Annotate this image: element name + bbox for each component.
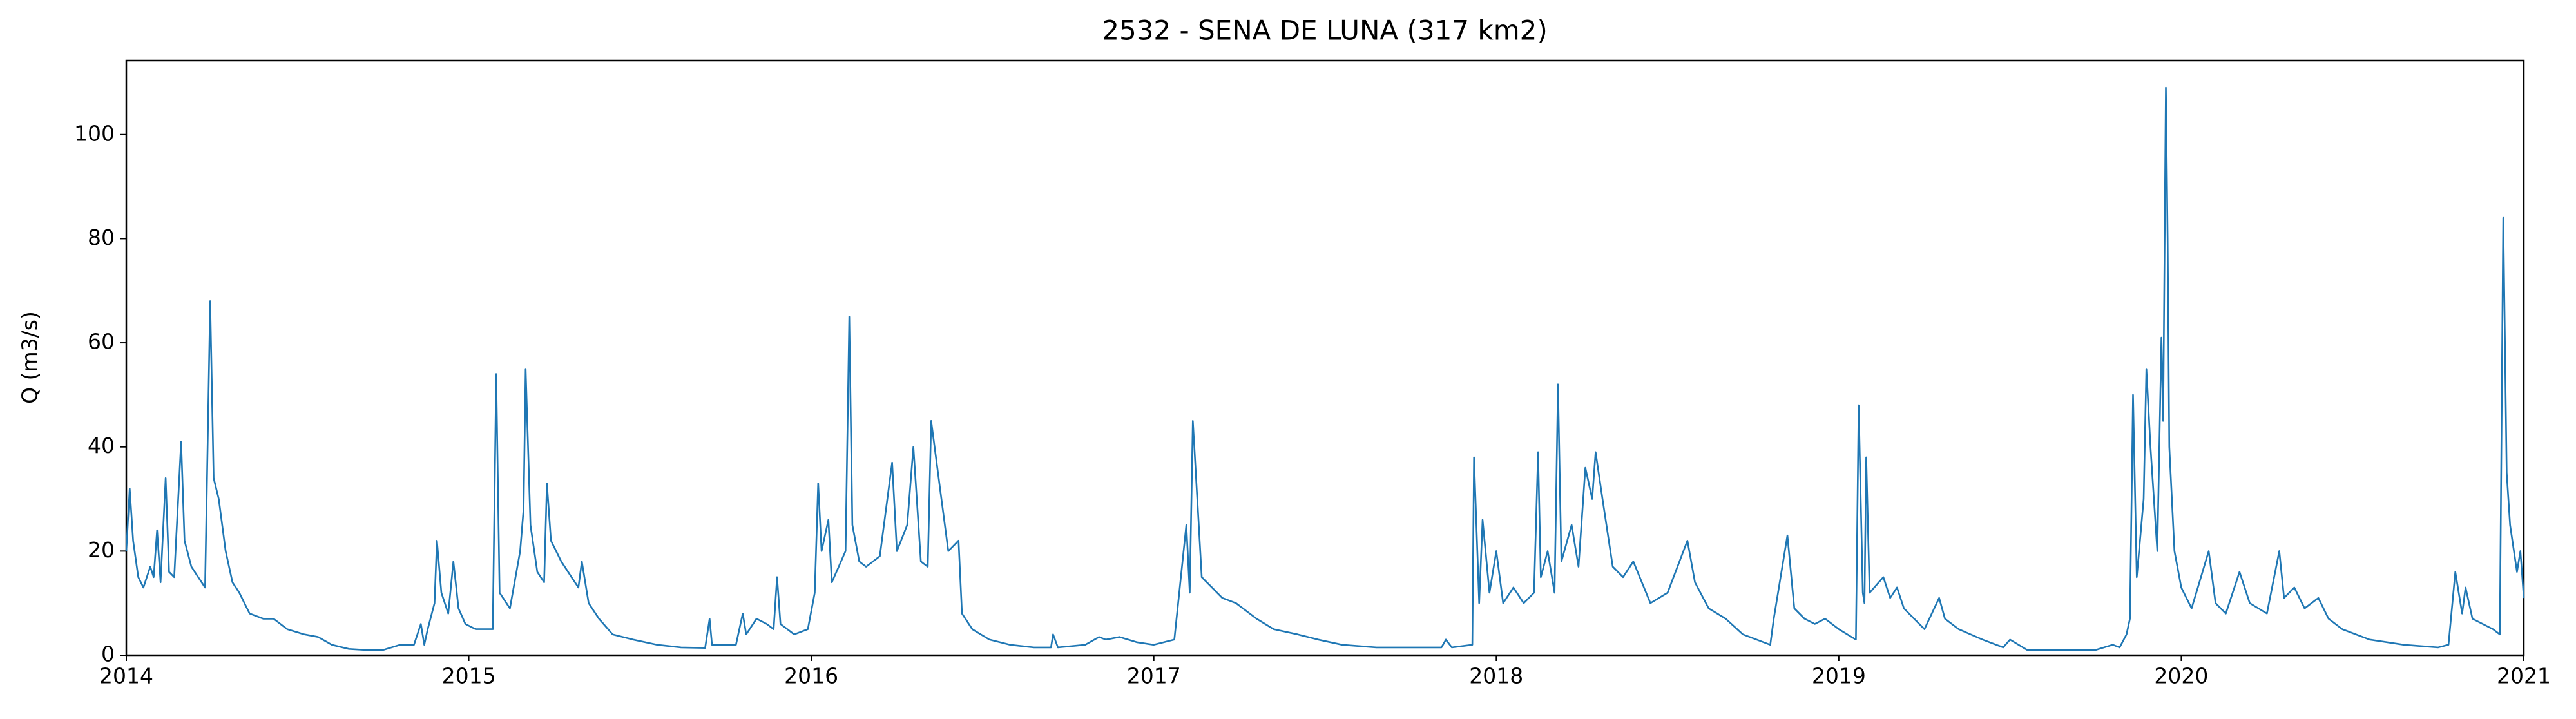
x-tick-label: 2018: [1469, 664, 1523, 689]
y-tick-label: 60: [88, 329, 115, 354]
x-tick-label: 2019: [1812, 664, 1866, 689]
x-tick-label: 2014: [99, 664, 153, 689]
x-tick-label: 2017: [1127, 664, 1181, 689]
y-tick-label: 20: [88, 537, 115, 562]
y-tick-label: 0: [101, 642, 115, 667]
x-tick-label: 2016: [784, 664, 838, 689]
flow-line: [125, 86, 2525, 651]
x-tick-label: 2021: [2497, 664, 2551, 689]
y-axis-label: Q (m3/s): [17, 311, 43, 404]
y-tick-label: 100: [74, 120, 115, 146]
x-tick-label: 2020: [2154, 664, 2208, 689]
plot-frame: [125, 59, 2525, 657]
y-tick-label: 80: [88, 225, 115, 250]
x-tick-label: 2015: [442, 664, 496, 689]
chart-title: 2532 - SENA DE LUNA (317 km2): [1102, 15, 1547, 46]
y-tick-label: 40: [88, 433, 115, 458]
